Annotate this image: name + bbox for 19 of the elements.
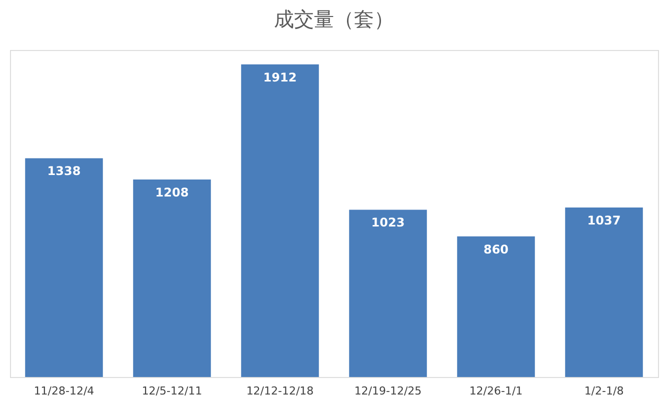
data-label: 860 <box>483 242 509 256</box>
x-tick-label: 11/28-12/4 <box>34 384 94 398</box>
bar <box>457 236 535 377</box>
data-label: 1338 <box>47 164 81 178</box>
bar <box>565 207 643 377</box>
x-tick-label: 12/19-12/25 <box>354 384 422 398</box>
x-tick-label: 12/5-12/11 <box>142 384 202 398</box>
bar <box>349 210 427 377</box>
data-label: 1037 <box>587 213 621 228</box>
x-tick-label: 1/2-1/8 <box>584 384 624 398</box>
chart-title: 成交量（套） <box>274 7 394 31</box>
bar <box>25 158 103 377</box>
data-label: 1208 <box>155 185 189 200</box>
data-label: 1912 <box>263 70 297 84</box>
data-label: 1023 <box>371 216 405 230</box>
bar <box>241 64 319 377</box>
bar <box>133 179 211 377</box>
x-tick-label: 12/26-1/1 <box>469 384 523 398</box>
x-tick-label: 12/12-12/18 <box>246 384 314 398</box>
